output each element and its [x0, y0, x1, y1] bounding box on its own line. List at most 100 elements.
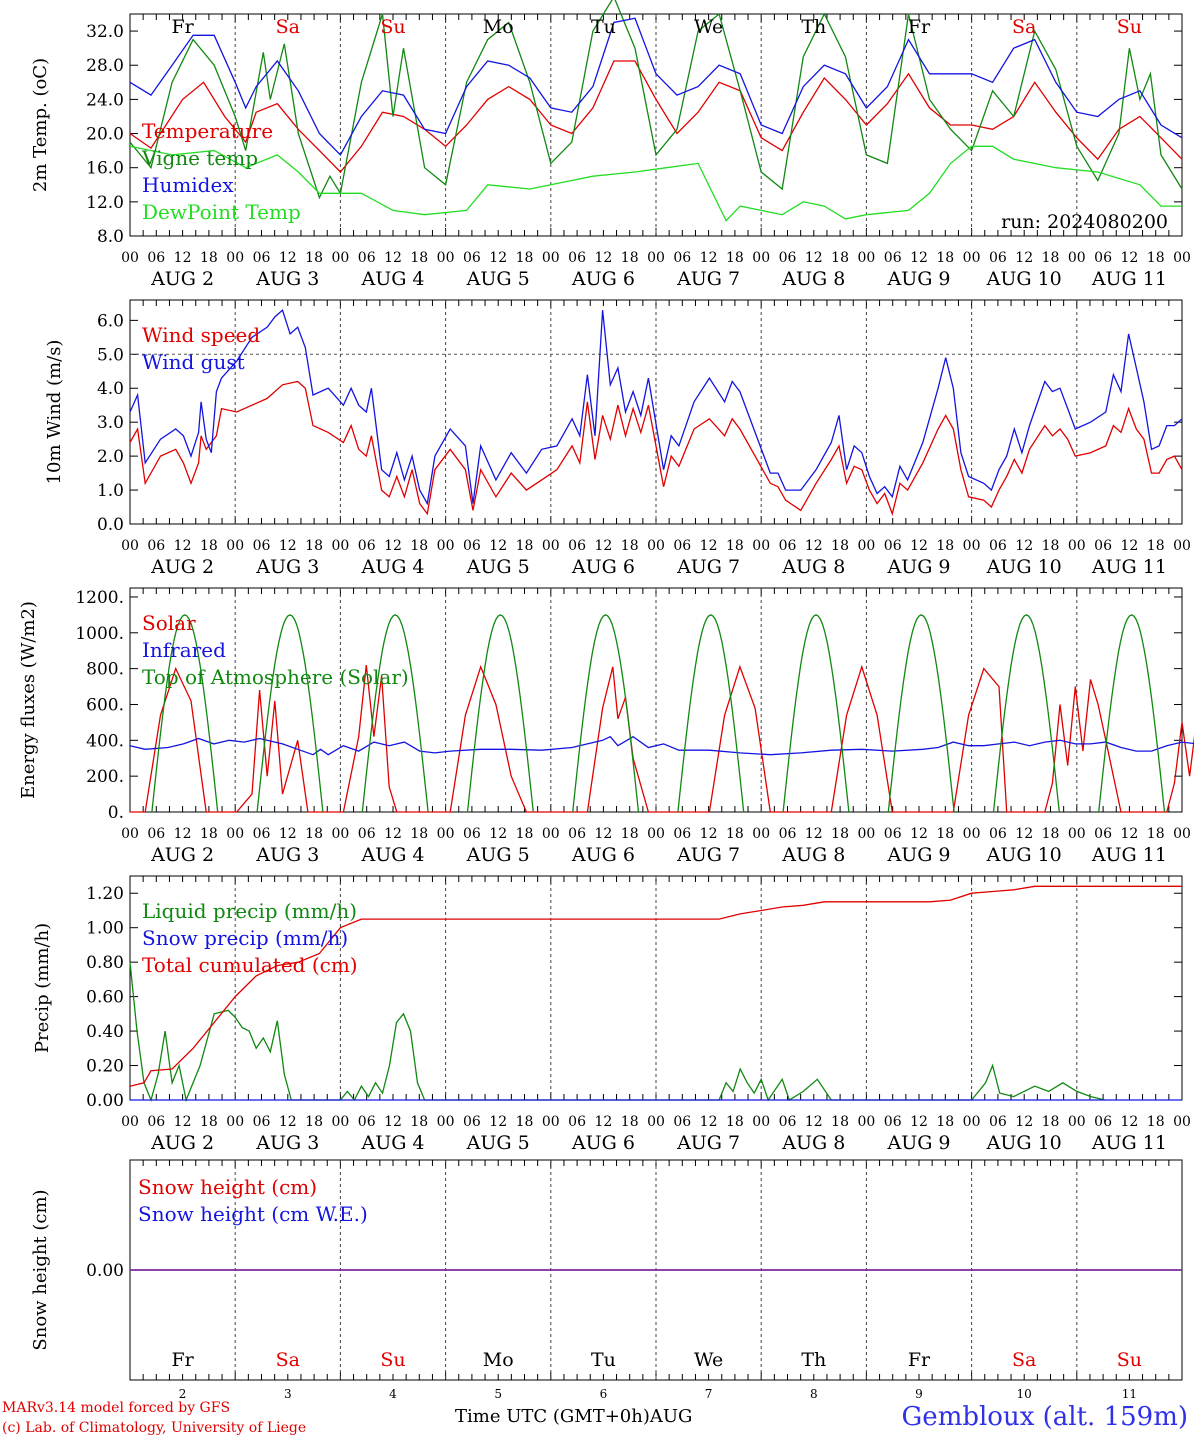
- hour-label: 18: [621, 1114, 639, 1130]
- hour-label: 00: [857, 250, 875, 266]
- hour-label: 06: [989, 538, 1007, 554]
- hour-label: 00: [331, 250, 349, 266]
- x-axis-title: Time UTC (GMT+0h)AUG: [455, 1406, 692, 1427]
- hour-label: 00: [1173, 538, 1191, 554]
- panel-2: 0.0 1.0 2.0 3.0 4.0 5.0 6.0 10m Wind (m/s) Wind …: [44, 299, 1191, 578]
- date-label: AUG 7: [676, 844, 740, 866]
- hour-label: 00: [331, 826, 349, 842]
- hour-label: 06: [463, 250, 481, 266]
- hour-label: 18: [831, 250, 849, 266]
- legend-entry: Top of Atmosphere (Solar): [142, 665, 409, 689]
- hour-label: 00: [331, 538, 349, 554]
- weekday-label-bottom: Sa: [276, 1349, 300, 1371]
- y-tick-label: 2.0: [97, 447, 124, 467]
- day-number: 5: [494, 1387, 502, 1401]
- date-label: AUG 11: [1091, 268, 1167, 290]
- date-label: AUG 5: [466, 1132, 530, 1154]
- legend-entry: Solar: [142, 611, 196, 635]
- hour-label: 18: [621, 826, 639, 842]
- hour-label: 12: [910, 250, 928, 266]
- y-axis-title: 2m Temp. (oC): [30, 58, 51, 192]
- date-label: AUG 8: [781, 268, 845, 290]
- series-liquid-precip-mm-h-: [129, 962, 1106, 1103]
- weekday-label: Tu: [591, 16, 616, 38]
- weekday-label: Sa: [276, 16, 300, 38]
- y-tick-label: 800.: [86, 660, 124, 680]
- hour-label: 06: [1094, 538, 1112, 554]
- hour-label: 00: [647, 826, 665, 842]
- hour-label: 00: [437, 826, 455, 842]
- hour-label: 12: [279, 538, 297, 554]
- hour-label: 12: [174, 826, 192, 842]
- date-label: AUG 6: [571, 1132, 635, 1154]
- hour-label: 06: [779, 250, 797, 266]
- hour-label: 18: [1147, 538, 1165, 554]
- date-label: AUG 2: [150, 556, 214, 578]
- hour-label: 06: [1094, 1114, 1112, 1130]
- hour-label: 00: [857, 538, 875, 554]
- weekday-label-bottom: Fr: [171, 1349, 194, 1371]
- legend-entry: Snow height (cm): [138, 1175, 317, 1199]
- hour-label: 06: [884, 250, 902, 266]
- hour-label: 00: [1173, 250, 1191, 266]
- hour-label: 00: [226, 1114, 244, 1130]
- panel-4: 0.00 0.20 0.40 0.60 0.80 1.00 1.20 Precip (mm/h…: [32, 875, 1191, 1154]
- legend-entry: Infrared: [142, 638, 226, 662]
- weekday-label: Su: [1117, 16, 1142, 38]
- y-axis-title: 10m Wind (m/s): [44, 340, 65, 485]
- date-label: AUG 4: [360, 1132, 424, 1154]
- hour-label: 18: [516, 1114, 534, 1130]
- date-label: AUG 4: [360, 844, 424, 866]
- day-number: 8: [810, 1387, 818, 1401]
- hour-label: 00: [752, 1114, 770, 1130]
- y-tick-label: 1000.: [75, 624, 124, 644]
- y-tick-label: 20.0: [86, 125, 124, 145]
- y-tick-label: 1200.: [75, 588, 124, 608]
- weekday-label-bottom: Su: [1117, 1349, 1142, 1371]
- day-number: 11: [1122, 1387, 1137, 1401]
- hour-label: 06: [463, 826, 481, 842]
- hour-label: 00: [1068, 538, 1086, 554]
- hour-label: 00: [121, 250, 139, 266]
- hour-label: 18: [936, 826, 954, 842]
- legend-entry: Snow height (cm W.E.): [138, 1202, 368, 1226]
- series-infrared: [129, 735, 1194, 756]
- y-tick-label: 1.00: [86, 919, 124, 939]
- hour-label: 18: [726, 826, 744, 842]
- weekday-label: Fr: [171, 16, 194, 38]
- hour-label: 12: [805, 826, 823, 842]
- hour-label: 00: [437, 1114, 455, 1130]
- series-temperature: [129, 60, 1183, 173]
- hour-label: 18: [726, 538, 744, 554]
- y-tick-label: 0.40: [86, 1022, 124, 1042]
- hour-label: 00: [857, 1114, 875, 1130]
- hour-label: 12: [174, 1114, 192, 1130]
- hour-label: 12: [910, 538, 928, 554]
- plot-frame: [129, 587, 1183, 813]
- date-label: AUG 7: [676, 268, 740, 290]
- hour-label: 00: [542, 538, 560, 554]
- hour-label: 12: [594, 1114, 612, 1130]
- hour-label: 12: [805, 1114, 823, 1130]
- hour-label: 18: [1042, 538, 1060, 554]
- plot-frame: [129, 299, 1183, 525]
- hour-label: 18: [621, 250, 639, 266]
- hour-label: 06: [358, 538, 376, 554]
- day-number: 10: [1017, 1387, 1032, 1401]
- day-number: 6: [600, 1387, 608, 1401]
- hour-label: 12: [1015, 250, 1033, 266]
- hour-label: 18: [200, 250, 218, 266]
- day-number: 7: [705, 1387, 713, 1401]
- date-label: AUG 11: [1091, 844, 1167, 866]
- hour-label: 18: [831, 1114, 849, 1130]
- hour-label: 18: [516, 538, 534, 554]
- hour-label: 12: [489, 1114, 507, 1130]
- hour-label: 18: [305, 1114, 323, 1130]
- hour-label: 06: [253, 250, 271, 266]
- hour-label: 12: [1120, 826, 1138, 842]
- hour-label: 18: [305, 250, 323, 266]
- hour-label: 18: [936, 1114, 954, 1130]
- hour-label: 12: [384, 250, 402, 266]
- hour-label: 00: [121, 826, 139, 842]
